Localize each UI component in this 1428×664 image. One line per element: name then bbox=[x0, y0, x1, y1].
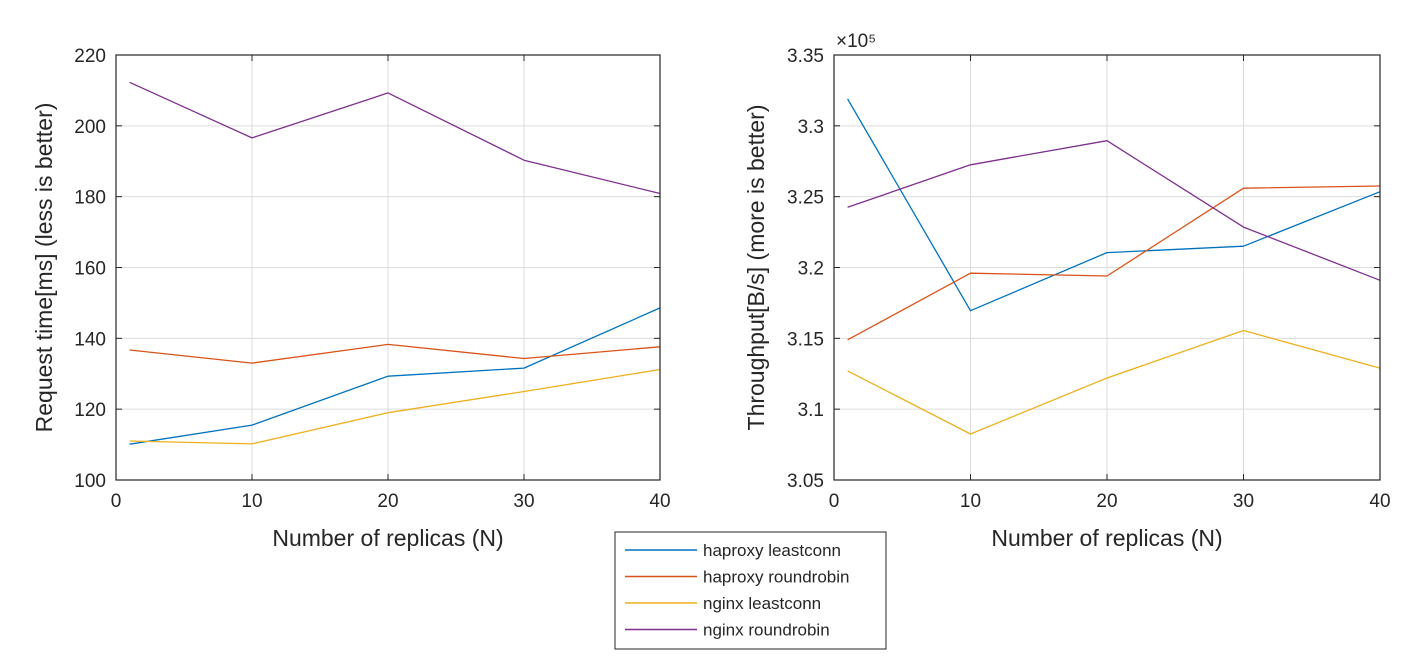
y-tick-label: 100 bbox=[74, 471, 106, 492]
series-line-nginx-roundrobin bbox=[129, 81, 661, 195]
y-tick-label: 3.25 bbox=[787, 188, 824, 209]
y-tick-label: 220 bbox=[74, 46, 106, 67]
y-tick-label: 3.05 bbox=[787, 471, 824, 492]
x-tick-label: 10 bbox=[241, 491, 262, 512]
y-tick-label: 180 bbox=[74, 188, 106, 209]
series-line-nginx-roundrobin bbox=[847, 140, 1381, 281]
series-line-nginx-leastconn bbox=[847, 329, 1381, 435]
y-tick-label: 3.15 bbox=[787, 329, 824, 350]
x-tick-label: 0 bbox=[111, 491, 122, 512]
request-time-plot: 0 10 20 30 40 100 120 140 160 180 200 220 Number of … bbox=[31, 46, 671, 551]
legend-label: nginx roundrobin bbox=[703, 621, 830, 640]
y-tick-label: 200 bbox=[74, 117, 106, 138]
legend-label: nginx leastconn bbox=[703, 594, 821, 613]
y-tick-label: 3.35 bbox=[787, 46, 824, 67]
x-tick-label: 30 bbox=[1233, 491, 1254, 512]
x-tick-label: 0 bbox=[829, 491, 840, 512]
y-tick-label: 3.2 bbox=[798, 259, 824, 280]
x-tick-label: 30 bbox=[513, 491, 534, 512]
y-tick-label: 160 bbox=[74, 259, 106, 280]
legend-label: haproxy roundrobin bbox=[703, 568, 849, 587]
x-tick-label: 40 bbox=[1369, 491, 1390, 512]
x-tick-label: 20 bbox=[1096, 491, 1117, 512]
x-tick-label: 20 bbox=[377, 491, 398, 512]
series-line-haproxy-roundrobin bbox=[129, 343, 661, 364]
legend: haproxy leastconn haproxy roundrobin nginx… bbox=[614, 531, 887, 650]
x-tick-label: 10 bbox=[960, 491, 981, 512]
y-exponent-label: ×10⁵ bbox=[836, 31, 876, 52]
y-tick-label: 3.3 bbox=[798, 117, 824, 138]
series-line-nginx-leastconn bbox=[129, 368, 661, 445]
series-line-haproxy-leastconn bbox=[129, 307, 661, 445]
x-axis-label: Number of replicas (N) bbox=[272, 525, 503, 551]
legend-label: haproxy leastconn bbox=[703, 541, 841, 560]
throughput-plot: 0 10 20 30 40 3.05 3.1 3.15 3.2 3.25 3.3 3.35 ×10⁵ Nu… bbox=[743, 31, 1391, 551]
series-line-haproxy-leastconn bbox=[847, 98, 1381, 312]
series-line-haproxy-roundrobin bbox=[847, 185, 1381, 341]
y-axis-label: Throughput[B/s] (more is better) bbox=[743, 105, 769, 431]
y-axis-label: Request time[ms] (less is better) bbox=[31, 103, 57, 433]
y-tick-label: 140 bbox=[74, 329, 106, 350]
x-axis-label: Number of replicas (N) bbox=[991, 525, 1222, 551]
y-tick-label: 3.1 bbox=[798, 400, 824, 421]
x-tick-label: 40 bbox=[649, 491, 670, 512]
y-tick-label: 120 bbox=[74, 400, 106, 421]
